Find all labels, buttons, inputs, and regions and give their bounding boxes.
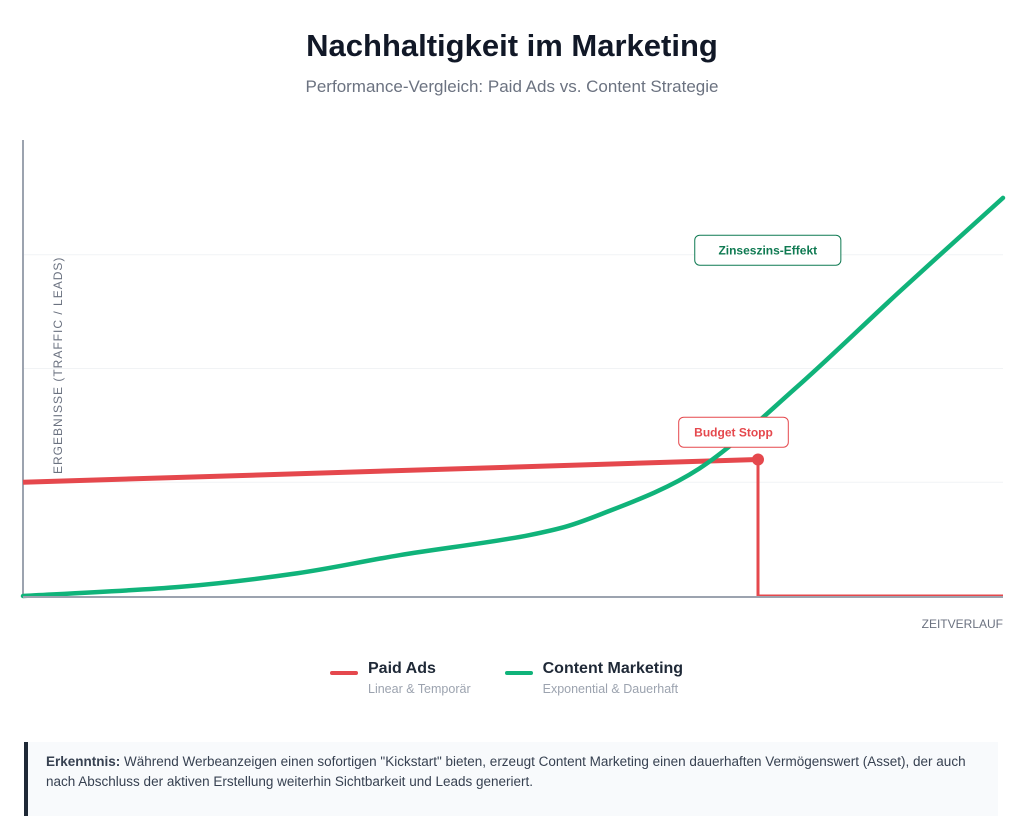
annotation-box	[678, 416, 789, 448]
paid-ads-line	[22, 457, 759, 485]
chart-title: Nachhaltigkeit im Marketing	[306, 28, 718, 63]
annotation-text: Zinseszins-Effekt	[718, 244, 817, 258]
legend-label: Paid Ads	[368, 660, 436, 677]
legend-description: Linear & Temporär	[368, 682, 471, 696]
x-axis-label: ZEITVERLAUF	[922, 617, 1003, 631]
y-axis-label: ERGEBNISSE (TRAFFIC / LEADS)	[51, 257, 65, 474]
insight-box: Erkenntnis: Während Werbeanzeigen einen …	[24, 742, 998, 816]
annotation-text: Budget Stopp	[694, 426, 773, 440]
legend-description: Exponential & Dauerhaft	[542, 682, 679, 696]
legend-item-paid-ads: Paid Ads Linear & Temporär	[330, 660, 471, 696]
chart: ERGEBNISSE (TRAFFIC / LEADS) ZEITVERLAUF…	[20, 140, 1006, 631]
annotation-budget-stopp: Budget Stopp	[678, 416, 789, 448]
chart-subtitle: Performance-Vergleich: Paid Ads vs. Cont…	[305, 77, 719, 96]
legend: Paid Ads Linear & Temporär Content Marke…	[330, 660, 683, 696]
annotation-zinseszins-effekt: Zinseszins-Effekt	[694, 234, 842, 266]
legend-item-content-marketing: Content Marketing Exponential & Dauerhaf…	[504, 660, 684, 696]
insight-text: Während Werbeanzeigen einen sofortigen "…	[46, 754, 966, 789]
budget-stop-point	[752, 453, 764, 466]
legend-swatch	[504, 671, 533, 675]
content-marketing-line	[20, 195, 1006, 599]
legend-swatch	[330, 671, 358, 675]
legend-label: Content Marketing	[542, 660, 684, 677]
annotation-box	[694, 234, 842, 266]
insight-label: Erkenntnis:	[46, 754, 121, 769]
